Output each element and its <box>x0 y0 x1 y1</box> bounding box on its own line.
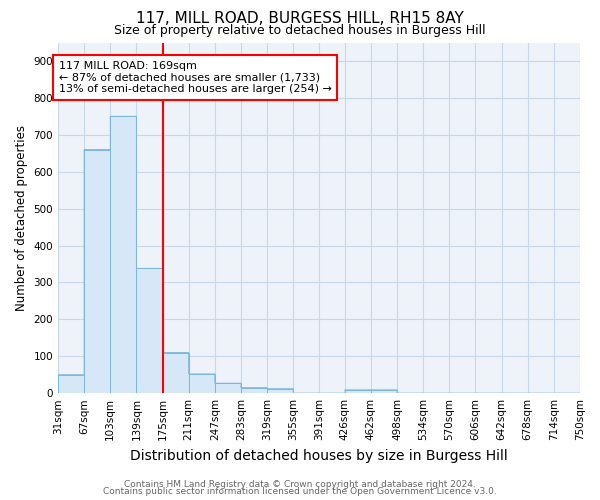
Bar <box>58 374 84 393</box>
Text: 117, MILL ROAD, BURGESS HILL, RH15 8AY: 117, MILL ROAD, BURGESS HILL, RH15 8AY <box>136 11 464 26</box>
Bar <box>110 116 136 393</box>
Bar <box>189 374 215 393</box>
Text: Contains HM Land Registry data © Crown copyright and database right 2024.: Contains HM Land Registry data © Crown c… <box>124 480 476 489</box>
Bar <box>84 150 110 393</box>
Y-axis label: Number of detached properties: Number of detached properties <box>15 125 28 311</box>
Bar <box>241 388 267 393</box>
Text: 117 MILL ROAD: 169sqm
← 87% of detached houses are smaller (1,733)
13% of semi-d: 117 MILL ROAD: 169sqm ← 87% of detached … <box>59 61 332 94</box>
Bar <box>215 383 241 393</box>
Bar <box>345 390 371 393</box>
X-axis label: Distribution of detached houses by size in Burgess Hill: Distribution of detached houses by size … <box>130 448 508 462</box>
Bar <box>163 352 189 393</box>
Text: Contains public sector information licensed under the Open Government Licence v3: Contains public sector information licen… <box>103 488 497 496</box>
Bar <box>371 390 397 393</box>
Text: Size of property relative to detached houses in Burgess Hill: Size of property relative to detached ho… <box>114 24 486 37</box>
Bar <box>136 268 163 393</box>
Bar <box>267 389 293 393</box>
